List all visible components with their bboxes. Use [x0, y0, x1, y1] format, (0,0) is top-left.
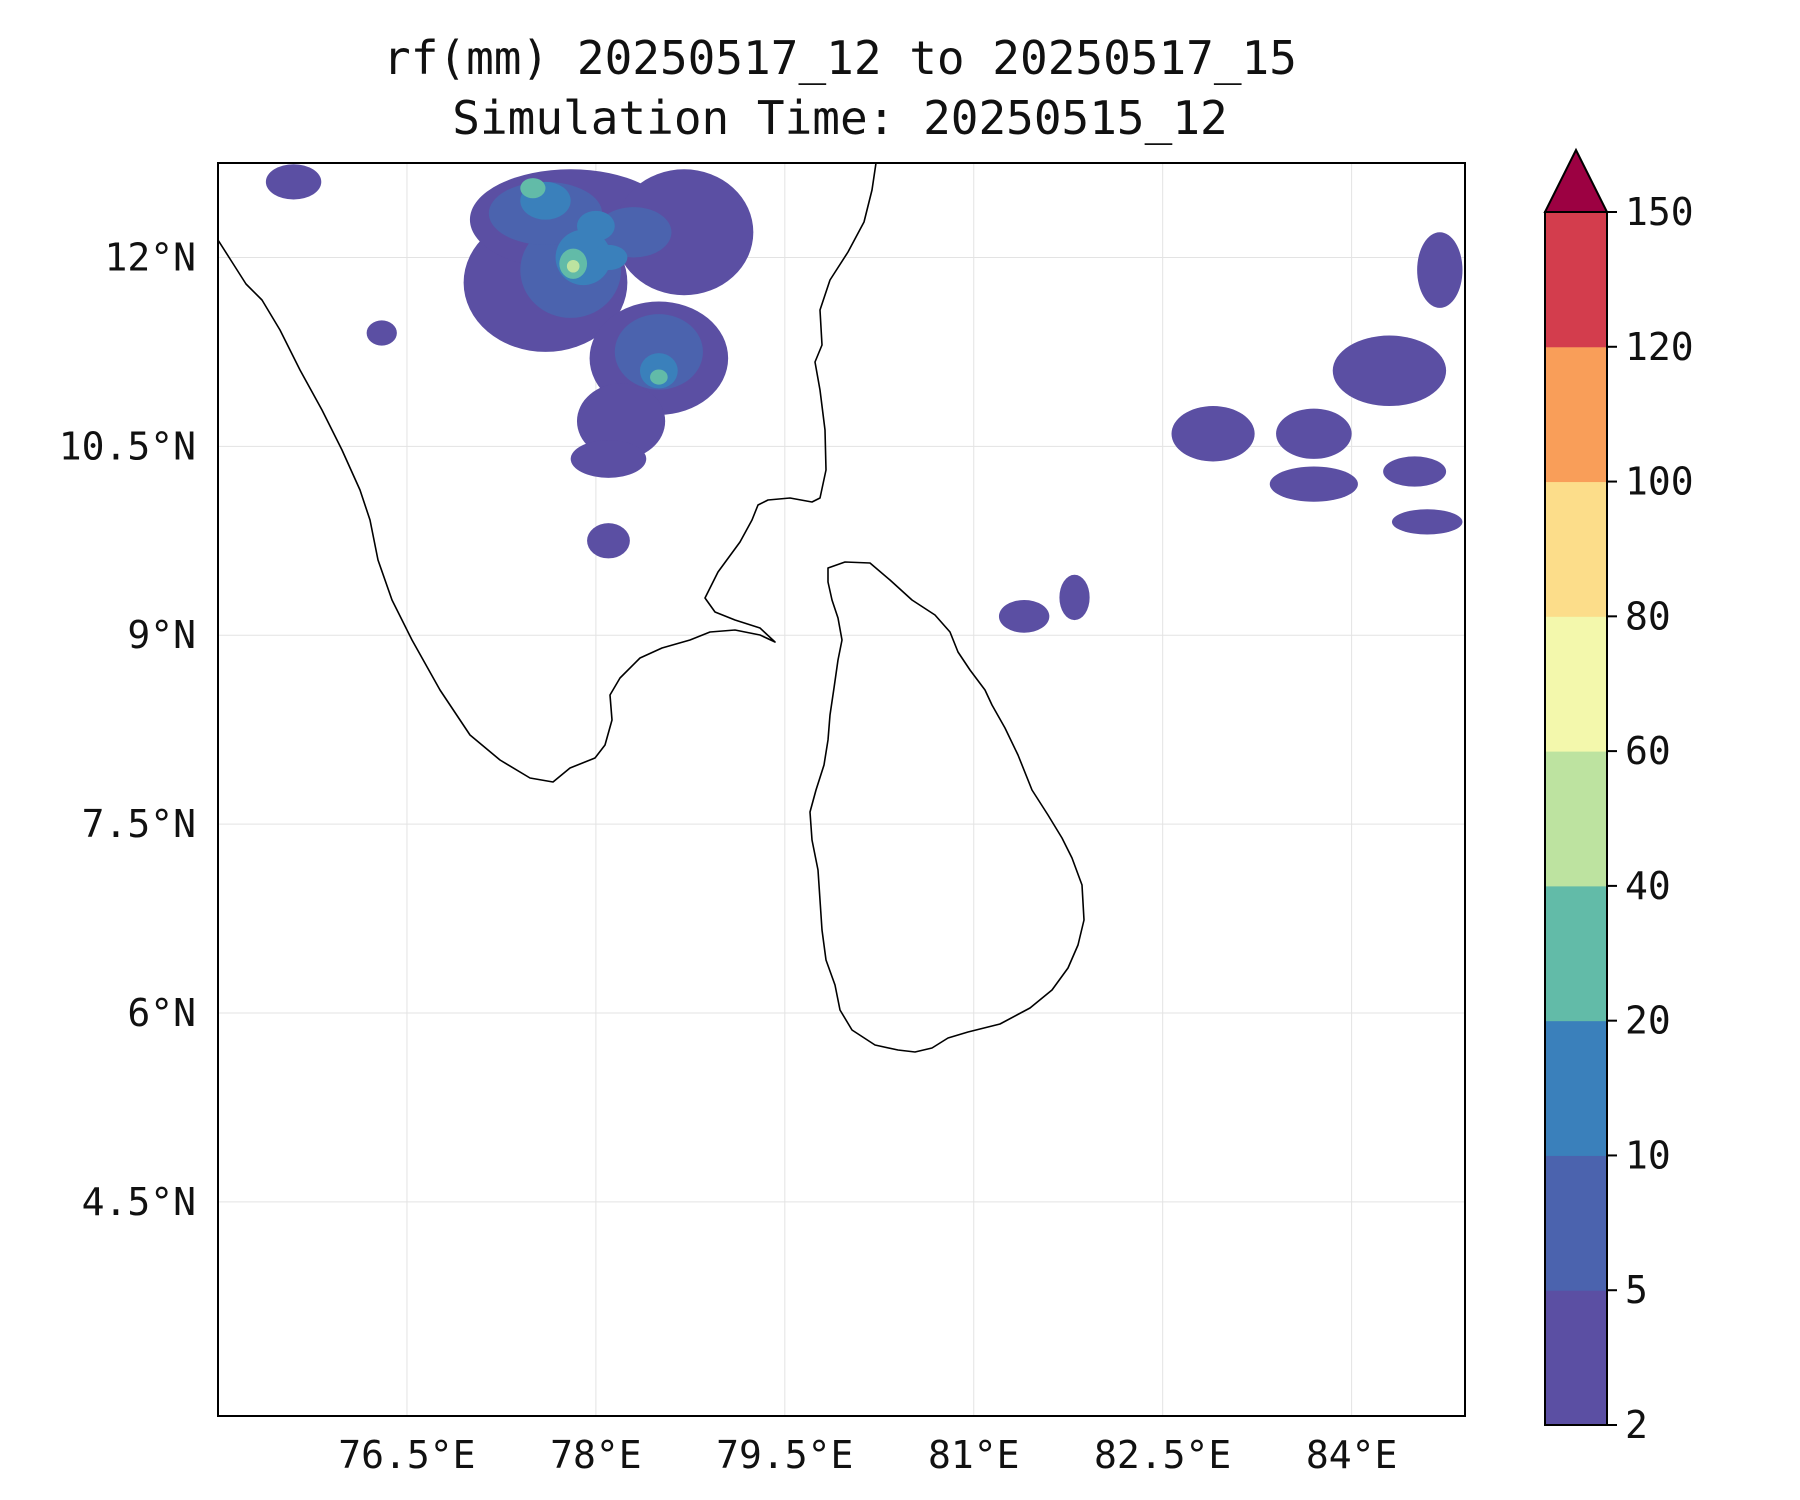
colorbar-tick-label: 100	[1625, 460, 1694, 504]
precip-area	[570, 440, 647, 478]
precip-area	[614, 169, 754, 296]
precip-area	[1332, 335, 1447, 407]
colorbar-tick-label: 80	[1625, 594, 1671, 638]
chart-title-line1: rf(mm) 20250517_12 to 20250517_15	[383, 31, 1297, 85]
coastline-layer	[218, 163, 1085, 1053]
y-tick-label: 7.5°N	[82, 802, 196, 846]
chart-title-line2: Simulation Time: 20250515_12	[452, 91, 1227, 145]
colorbar-tick-label: 120	[1625, 325, 1694, 369]
x-tick-label: 78°E	[550, 1433, 642, 1477]
precip-area	[1276, 408, 1352, 459]
precip-area	[566, 259, 580, 273]
precip-area	[650, 369, 668, 385]
sri-lanka-coastline	[809, 561, 1085, 1053]
precip-area	[520, 178, 546, 199]
colorbar-tick-label: 150	[1625, 190, 1694, 234]
x-axis-ticks: 76.5°E 78°E 79.5°E 81°E 82.5°E 84°E	[338, 1433, 1397, 1477]
colorbar-frame	[1544, 211, 1608, 1426]
precipitation-layer	[265, 164, 1463, 633]
x-tick-label: 76.5°E	[338, 1433, 475, 1477]
colorbar-extend-arrow	[1543, 147, 1609, 213]
y-tick-label: 4.5°N	[82, 1180, 196, 1224]
precip-area	[1171, 406, 1255, 462]
y-tick-label: 10.5°N	[59, 424, 196, 468]
precip-area	[1383, 456, 1447, 487]
colorbar-segment	[1545, 481, 1607, 617]
colorbar-tick-label: 2	[1625, 1403, 1648, 1447]
map-panel: 76.5°E 78°E 79.5°E 81°E 82.5°E 84°E 12°N 10.5°…	[59, 162, 1466, 1477]
map-frame	[217, 162, 1466, 1417]
precip-area	[265, 164, 322, 200]
y-tick-label: 6°N	[127, 991, 196, 1035]
precip-area	[576, 210, 615, 242]
colorbar: 2 5 10 20 40 60 80 100 120 150	[1543, 147, 1694, 1447]
y-axis-ticks: 12°N 10.5°N 9°N 7.5°N 6°N 4.5°N	[59, 235, 196, 1223]
colorbar-tick-label: 60	[1625, 729, 1671, 773]
colorbar-segment	[1545, 616, 1607, 752]
colorbar-tick-label: 40	[1625, 864, 1671, 908]
precip-area	[1059, 574, 1090, 621]
colorbar-segment	[1545, 885, 1607, 1022]
x-tick-label: 81°E	[928, 1433, 1020, 1477]
colorbar-segment	[1545, 751, 1607, 887]
x-tick-label: 84°E	[1306, 1433, 1398, 1477]
colorbar-tick-label: 20	[1625, 999, 1671, 1043]
precip-area	[587, 523, 630, 559]
precip-area	[576, 383, 666, 459]
colorbar-segment	[1545, 1020, 1607, 1156]
y-tick-label: 12°N	[104, 235, 196, 279]
y-tick-label: 9°N	[127, 613, 196, 657]
colorbar-segment	[1545, 1155, 1607, 1291]
india-coastline	[218, 163, 877, 783]
precip-area	[614, 314, 703, 390]
precip-area	[1391, 509, 1463, 535]
precip-area	[595, 207, 672, 258]
map-background	[218, 163, 1465, 1416]
colorbar-segment	[1545, 1290, 1607, 1426]
precip-area	[366, 320, 397, 346]
precip-area	[1417, 232, 1463, 308]
precip-area	[1269, 466, 1358, 502]
colorbar-segment	[1545, 346, 1607, 483]
x-tick-label: 82.5°E	[1094, 1433, 1231, 1477]
x-tick-label: 79.5°E	[716, 1433, 853, 1477]
precip-area	[998, 599, 1050, 633]
colorbar-tick-label: 10	[1625, 1133, 1671, 1177]
precip-area	[589, 244, 628, 271]
colorbar-tick-label: 5	[1625, 1268, 1648, 1312]
colorbar-segment	[1545, 212, 1607, 348]
